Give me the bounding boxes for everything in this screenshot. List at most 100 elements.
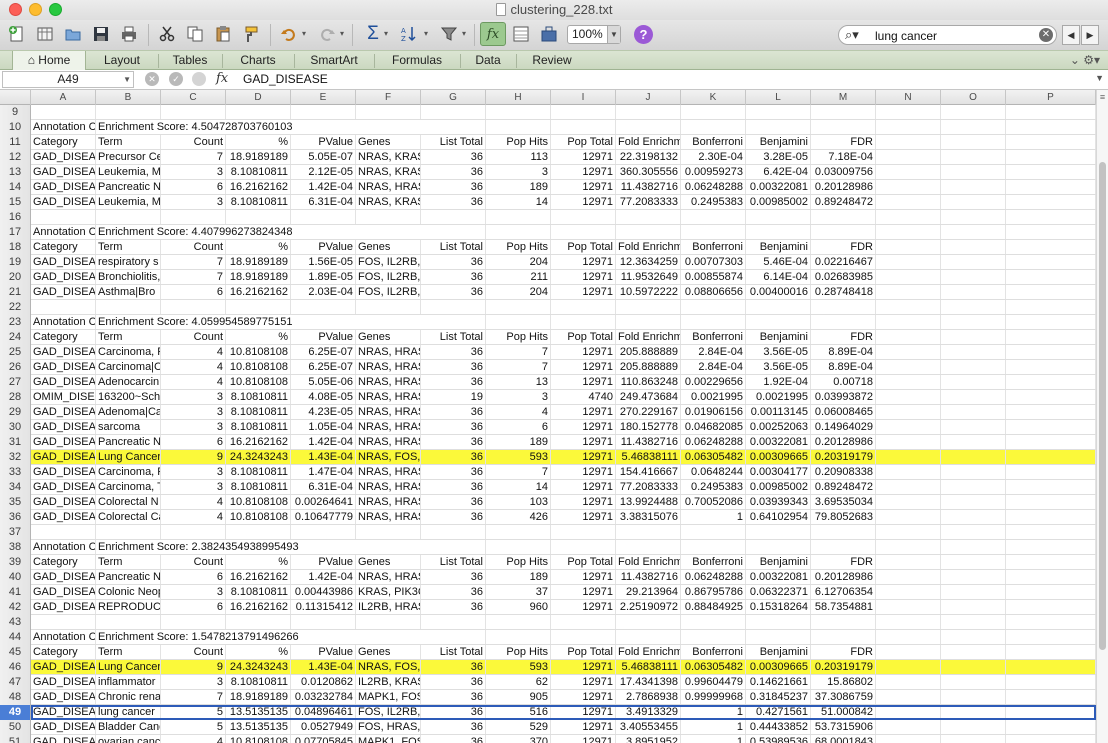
cell[interactable]: 1	[681, 720, 746, 734]
cell[interactable]: 12971	[551, 495, 616, 509]
cell[interactable]: Fold Enrichm	[618, 645, 681, 659]
cell[interactable]: 3.38315076	[616, 510, 681, 524]
cell[interactable]: FDR	[811, 330, 876, 344]
cell[interactable]: 0.00959273	[681, 165, 746, 179]
cell[interactable]	[291, 540, 356, 554]
cell[interactable]: Genes	[356, 135, 421, 149]
cell[interactable]: FDR	[811, 555, 876, 569]
cell[interactable]	[161, 315, 226, 329]
cell[interactable]: 0.06322371	[746, 585, 811, 599]
open-icon[interactable]	[60, 22, 86, 46]
cell[interactable]: 0.06305482	[681, 450, 746, 464]
cell[interactable]: 0.04682085	[681, 420, 746, 434]
cell[interactable]	[941, 630, 1006, 644]
cell[interactable]	[746, 630, 811, 644]
cell[interactable]: 17.4341398	[616, 675, 681, 689]
cell[interactable]	[1006, 435, 1096, 449]
cell[interactable]: 36	[421, 285, 486, 299]
cell[interactable]: Category	[31, 555, 96, 569]
cell[interactable]	[1006, 570, 1096, 584]
cell[interactable]	[31, 615, 96, 629]
cell[interactable]: Bladder Canc	[98, 720, 161, 734]
cell[interactable]: Carcinoma, F	[98, 345, 161, 359]
cell[interactable]: 13.5135135	[226, 720, 291, 734]
cell[interactable]	[681, 630, 746, 644]
cell[interactable]: 12971	[551, 510, 616, 524]
cell[interactable]: 12971	[551, 420, 616, 434]
cell[interactable]	[486, 225, 551, 239]
cell[interactable]: Pop Total	[551, 330, 616, 344]
cell[interactable]	[941, 165, 1006, 179]
cell[interactable]: 36	[421, 180, 486, 194]
cell[interactable]: Annotation C	[33, 315, 96, 329]
cell[interactable]: NRAS, HRAS,	[356, 390, 421, 404]
cell[interactable]	[96, 210, 161, 224]
cell[interactable]	[876, 150, 941, 164]
cell[interactable]: 68.0001843	[811, 735, 876, 743]
tab-smartart[interactable]: SmartArt	[310, 53, 358, 67]
cell[interactable]: 0.53989536	[746, 735, 811, 743]
cell[interactable]: Count	[161, 555, 226, 569]
cell[interactable]	[1006, 660, 1096, 674]
cell[interactable]	[1006, 315, 1096, 329]
cell[interactable]: 0.89248472	[811, 480, 876, 494]
save-icon[interactable]	[88, 22, 114, 46]
cell[interactable]	[876, 450, 941, 464]
cell[interactable]: Colonic Neop	[98, 585, 161, 599]
cell[interactable]: Benjamini	[746, 240, 811, 254]
cell[interactable]: 37	[486, 585, 551, 599]
row-header[interactable]: 31	[0, 435, 31, 450]
cell[interactable]: 11.4382716	[616, 570, 681, 584]
cell[interactable]: 0.00304177	[746, 465, 811, 479]
cell[interactable]: 0.00985002	[746, 480, 811, 494]
cell[interactable]: OMIM_DISEA	[33, 390, 96, 404]
cell[interactable]: 11.4382716	[616, 435, 681, 449]
cell[interactable]	[941, 375, 1006, 389]
cell[interactable]: IL2RB, HRAS,	[356, 600, 421, 614]
cell[interactable]: Pop Hits	[486, 555, 551, 569]
cell[interactable]	[486, 525, 551, 539]
cell[interactable]	[941, 450, 1006, 464]
cell[interactable]	[551, 300, 616, 314]
cell[interactable]: 180.152778	[616, 420, 681, 434]
redo-icon[interactable]	[314, 22, 340, 46]
cell[interactable]	[811, 225, 876, 239]
cell[interactable]: GAD_DISEAS	[31, 735, 96, 743]
cell[interactable]: 5.46838111	[616, 660, 681, 674]
cell[interactable]	[161, 540, 226, 554]
row-header[interactable]: 41	[0, 585, 31, 600]
cell[interactable]	[876, 180, 941, 194]
cell[interactable]: 13.9924488	[616, 495, 681, 509]
cell[interactable]: 0.20319179	[811, 660, 876, 674]
cell[interactable]: 0.0021995	[681, 390, 746, 404]
cell[interactable]	[746, 105, 811, 119]
cell[interactable]: KRAS, PIK3CA	[356, 585, 421, 599]
cell[interactable]: NRAS, HRAS,	[356, 375, 421, 389]
cell[interactable]	[226, 300, 291, 314]
cell[interactable]: 270.229167	[616, 405, 681, 419]
row-header[interactable]: 11	[0, 135, 31, 150]
cell[interactable]: 18.9189189	[226, 270, 291, 284]
cell[interactable]: 2.25190972	[616, 600, 681, 614]
cell[interactable]	[681, 525, 746, 539]
cell[interactable]: GAD_DISEAS	[33, 405, 96, 419]
cell[interactable]: 7.18E-04	[811, 150, 876, 164]
cell[interactable]: FOS, IL2RB, S	[358, 285, 421, 299]
cell[interactable]: Term	[96, 555, 161, 569]
cell[interactable]: 960	[486, 600, 551, 614]
cell[interactable]: 211	[486, 270, 551, 284]
cell[interactable]: 0.06305482	[681, 660, 746, 674]
formula-builder-icon[interactable]: fx	[480, 22, 506, 46]
cell[interactable]	[226, 525, 291, 539]
cell[interactable]	[291, 225, 356, 239]
cell[interactable]	[746, 615, 811, 629]
cell[interactable]: 7	[161, 150, 226, 164]
cell[interactable]: 6.25E-07	[291, 360, 356, 374]
row-header[interactable]: 43	[0, 615, 31, 630]
cell[interactable]	[941, 135, 1006, 149]
cell[interactable]: GAD_DISEAS	[33, 255, 96, 269]
cell[interactable]: 24.3243243	[226, 660, 291, 674]
cell[interactable]	[1006, 285, 1096, 299]
cell[interactable]	[96, 525, 161, 539]
cell[interactable]	[226, 210, 291, 224]
